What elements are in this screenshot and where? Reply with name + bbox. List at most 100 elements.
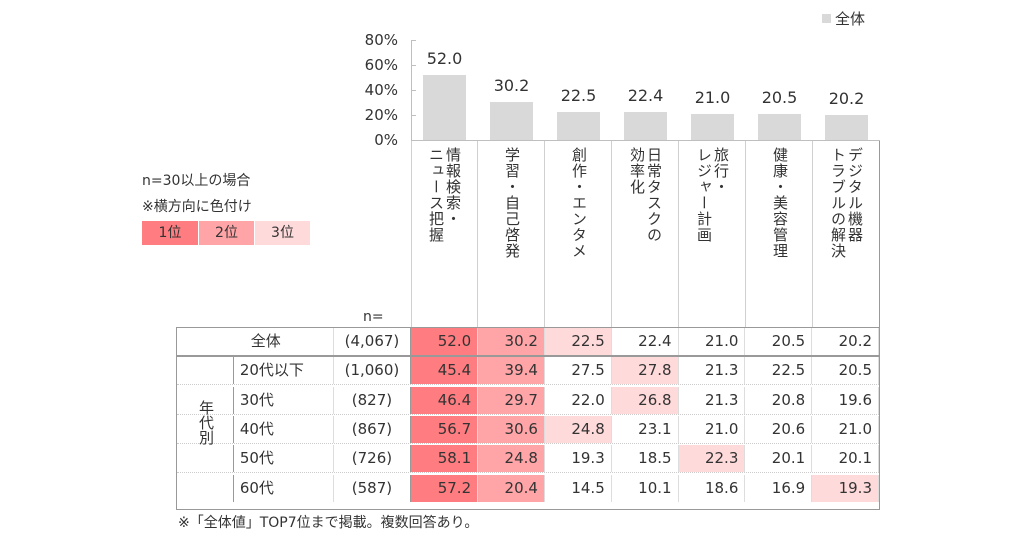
bar-value-label: 30.2 [493, 76, 530, 96]
y-tick-mark [411, 65, 416, 66]
bar [557, 111, 600, 140]
y-tick-label: 80% [364, 31, 398, 49]
category-header: 日常タスクの 効率化 [612, 141, 679, 330]
bar [691, 113, 734, 140]
bar-value-label: 20.5 [761, 88, 798, 108]
bar [825, 114, 868, 140]
x-axis-baseline [411, 140, 880, 141]
value-cell: 39.4 [478, 357, 545, 385]
category-label: 情報検索・ ニュース把握 [427, 147, 462, 243]
value-cell: 19.3 [544, 445, 612, 473]
chart-legend: 全体 [822, 8, 865, 29]
category-label: 健康・美容管理 [771, 147, 789, 259]
value-cell: 18.5 [611, 445, 679, 473]
bar [758, 114, 801, 140]
value-cell: 21.3 [678, 386, 746, 414]
group-label: 年代別 [197, 400, 215, 445]
value-cell: 46.4 [411, 386, 479, 414]
value-cell: 56.7 [411, 415, 479, 443]
table-row: 30代 (827) 46.4 29.7 22.0 26.8 21.3 20.8 19.6 [177, 386, 879, 415]
group-spacer [177, 415, 234, 443]
n-value: (4,067) [334, 328, 412, 355]
table-row: 20代以下 (1,060) 45.4 39.4 27.5 27.8 21.3 22.5 20.5 [177, 357, 879, 386]
row-label: 全体 [177, 328, 334, 355]
value-cell: 20.8 [745, 386, 813, 414]
table-row: 50代 (726) 58.1 24.8 19.3 18.5 22.3 20.1 20.1 [177, 445, 879, 474]
row-label: 50代 [234, 445, 334, 473]
bar [624, 112, 667, 140]
value-cell: 21.0 [812, 415, 879, 443]
value-cell: 24.8 [544, 415, 612, 443]
value-cell: 21.0 [678, 328, 746, 355]
y-tick-label: 60% [364, 56, 398, 74]
value-cell: 10.1 [611, 474, 679, 502]
category-header: 情報検索・ ニュース把握 [411, 141, 478, 330]
category-header: 創作・エンタメ [545, 141, 612, 330]
rank-3-swatch: 3位 [255, 221, 310, 245]
value-cell: 26.8 [611, 386, 679, 414]
bar-value-label: 22.4 [627, 86, 664, 105]
category-label: 日常タスクの 効率化 [628, 147, 663, 243]
value-cell: 57.2 [411, 474, 479, 502]
y-tick-mark [411, 90, 416, 91]
value-cell: 16.9 [745, 474, 813, 502]
y-tick-mark [411, 40, 416, 41]
n-value: (1,060) [334, 357, 412, 385]
n-value: (827) [334, 386, 412, 414]
category-label: 学習・自己啓発 [503, 147, 521, 259]
data-table: 全体 (4,067) 52.0 30.2 22.5 22.4 21.0 20.5 20.2 20代… [176, 327, 880, 510]
category-area-border [879, 141, 880, 330]
y-axis-labels: 80% 60% 40% 20% 0% [348, 30, 398, 150]
note-coloring: ※横方向に色付け [142, 199, 252, 215]
y-tick-mark [411, 115, 416, 116]
value-cell: 20.4 [478, 474, 545, 502]
category-header: 健康・美容管理 [746, 141, 813, 330]
value-cell: 29.7 [478, 386, 545, 414]
value-cell: 20.1 [812, 445, 879, 473]
legend-swatch [822, 14, 831, 23]
value-cell: 20.2 [812, 328, 880, 355]
value-cell: 30.2 [478, 328, 545, 355]
value-cell: 58.1 [411, 445, 479, 473]
value-cell: 20.6 [745, 415, 813, 443]
value-cell: 21.0 [678, 415, 746, 443]
value-cell: 27.8 [611, 357, 679, 385]
table-row: 全体 (4,067) 52.0 30.2 22.5 22.4 21.0 20.5 20.2 [177, 328, 880, 357]
value-cell: 22.5 [745, 357, 813, 385]
bar-value-label: 20.2 [828, 88, 865, 108]
bar-value-label: 52.0 [426, 49, 463, 68]
value-cell: 18.6 [678, 474, 746, 502]
value-cell: 22.5 [544, 328, 612, 355]
footnote: ※「全体値」TOP7位まで掲載。複数回答あり。 [178, 515, 479, 531]
value-cell: 20.5 [812, 357, 879, 385]
bar-value-label: 22.5 [560, 85, 597, 105]
category-label: 創作・エンタメ [570, 147, 588, 259]
value-cell: 30.6 [478, 415, 545, 443]
value-cell: 22.0 [544, 386, 612, 414]
row-label: 60代 [234, 474, 334, 502]
rank-2-swatch: 2位 [199, 221, 254, 245]
value-cell: 52.0 [411, 328, 479, 355]
value-cell: 20.5 [745, 328, 813, 355]
note-threshold: n=30以上の場合 [142, 173, 251, 189]
category-header: 学習・自己啓発 [478, 141, 545, 330]
bar-value-label: 21.0 [694, 87, 731, 107]
value-cell: 14.5 [544, 474, 612, 502]
group-spacer [177, 386, 234, 414]
value-cell: 21.3 [678, 357, 746, 385]
y-tick-label: 20% [364, 106, 398, 124]
category-label: デジタル機器 トラブルの解決 [829, 147, 864, 259]
table-row: 60代 (587) 57.2 20.4 14.5 10.1 18.6 16.9 19.3 [177, 474, 879, 502]
category-header: 旅行・ レジャー計画 [679, 141, 746, 330]
y-tick-label: 40% [364, 81, 398, 99]
n-value: (867) [334, 415, 412, 443]
n-value: (587) [334, 474, 412, 502]
table-row: 40代 (867) 56.7 30.6 24.8 23.1 21.0 20.6 21.0 [177, 415, 879, 444]
category-header: デジタル機器 トラブルの解決 [813, 141, 880, 330]
category-label: 旅行・ レジャー計画 [695, 147, 730, 243]
rank-1-swatch: 1位 [142, 221, 198, 245]
group-spacer [177, 357, 234, 385]
n-value: (726) [334, 445, 412, 473]
value-cell: 20.1 [745, 445, 813, 473]
group-spacer [177, 445, 234, 473]
